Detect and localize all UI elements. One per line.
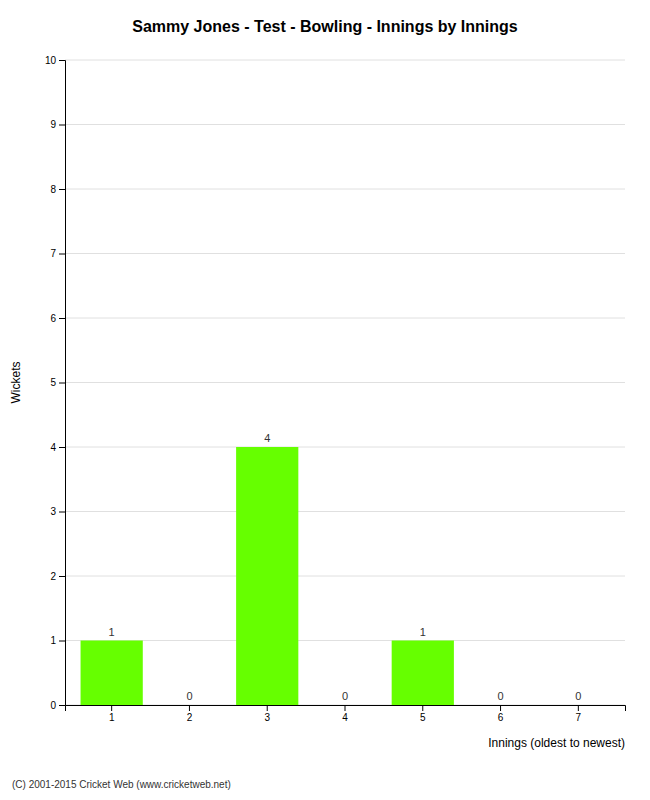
bars (81, 447, 454, 705)
y-tick: 10 (45, 55, 65, 66)
y-tick: 6 (50, 313, 65, 324)
chart-container: 01234567891012345671040100Sammy Jones - … (0, 0, 650, 800)
grid-line (65, 318, 625, 319)
y-axis: 0 1 2 3 4 5 6 7 8 9 10 (45, 55, 66, 711)
y-tick-mark (59, 705, 65, 706)
x-tick-label: 6 (498, 712, 504, 723)
y-tick-mark (59, 447, 65, 448)
x-tick: 4 (342, 705, 348, 723)
x-tick-mark (189, 705, 190, 711)
y-tick-label: 8 (50, 184, 56, 195)
bar (392, 641, 454, 706)
y-tick: 3 (50, 506, 65, 517)
data-label: 0 (497, 690, 503, 702)
y-tick-label: 4 (50, 442, 56, 453)
x-axis: 1 2 3 4 5 6 7 (66, 705, 626, 723)
data-labels: 1 0 4 0 1 0 0 (109, 432, 582, 702)
x-tick-label: 2 (187, 712, 193, 723)
y-tick: 4 (50, 442, 65, 453)
x-tick: 5 (420, 705, 426, 723)
y-tick-label: 1 (50, 635, 56, 646)
data-label: 0 (342, 690, 348, 702)
data-label: 4 (264, 432, 270, 444)
y-tick: 5 (50, 377, 65, 388)
y-tick-mark (59, 254, 65, 255)
y-tick-mark (59, 189, 65, 190)
bar (469, 705, 531, 706)
y-tick: 2 (50, 571, 65, 582)
y-tick: 1 (50, 635, 65, 646)
x-tick: 7 (576, 705, 582, 723)
grid-line (65, 576, 625, 577)
bar (314, 705, 376, 706)
x-tick-mark (578, 705, 579, 711)
chart-svg: 01234567891012345671040100Sammy Jones - … (0, 0, 650, 800)
x-tick-label: 4 (342, 712, 348, 723)
y-tick: 9 (50, 119, 65, 130)
y-tick-mark (59, 576, 65, 577)
grid-line (65, 640, 625, 641)
y-tick-mark (59, 512, 65, 513)
grid-line (65, 382, 625, 383)
y-tick-label: 10 (45, 55, 57, 66)
y-tick: 7 (50, 248, 65, 259)
grid (65, 60, 625, 705)
bar (547, 705, 609, 706)
y-tick-mark (59, 641, 65, 642)
y-tick: 8 (50, 184, 65, 195)
x-tick-label: 1 (109, 712, 115, 723)
y-tick-label: 5 (50, 377, 56, 388)
y-tick-mark (59, 60, 65, 61)
data-label: 1 (109, 626, 115, 638)
y-tick-mark (59, 125, 65, 126)
grid-line (65, 189, 625, 190)
data-label: 0 (186, 690, 192, 702)
x-tick: 3 (264, 705, 270, 723)
x-tick-mark (267, 705, 268, 711)
plot-area: 01234567891012345671040100 (45, 55, 626, 723)
bar (158, 705, 220, 706)
x-tick-label: 3 (264, 712, 270, 723)
grid-line (65, 124, 625, 125)
y-tick-label: 2 (50, 571, 56, 582)
x-tick-label: 5 (420, 712, 426, 723)
x-axis-line (66, 706, 626, 712)
y-axis-label: Wickets (9, 362, 23, 404)
y-tick-label: 6 (50, 313, 56, 324)
footer: (C) 2001-2015 Cricket Web (www.cricketwe… (12, 779, 231, 790)
y-tick-label: 3 (50, 506, 56, 517)
x-tick-mark (345, 705, 346, 711)
y-axis-line (59, 61, 66, 706)
grid-line (65, 60, 625, 61)
grid-line (65, 511, 625, 512)
x-axis-label: Innings (oldest to newest) (488, 736, 625, 750)
y-tick-label: 0 (50, 700, 56, 711)
bar (81, 641, 143, 706)
x-tick-mark (500, 705, 501, 711)
grid-line (65, 447, 625, 448)
y-tick: 0 (50, 700, 65, 711)
y-tick-mark (59, 318, 65, 319)
grid-line (65, 253, 625, 254)
data-label: 1 (420, 626, 426, 638)
bar (236, 447, 298, 705)
y-tick-mark (59, 383, 65, 384)
data-label: 0 (575, 690, 581, 702)
x-tick-label: 7 (576, 712, 582, 723)
x-tick: 2 (187, 705, 193, 723)
x-tick-mark (111, 705, 112, 711)
title: Sammy Jones - Test - Bowling - Innings b… (132, 18, 518, 35)
x-tick-mark (422, 705, 423, 711)
x-tick: 6 (498, 705, 504, 723)
y-tick-label: 7 (50, 248, 56, 259)
x-tick: 1 (109, 705, 115, 723)
y-tick-label: 9 (50, 119, 56, 130)
